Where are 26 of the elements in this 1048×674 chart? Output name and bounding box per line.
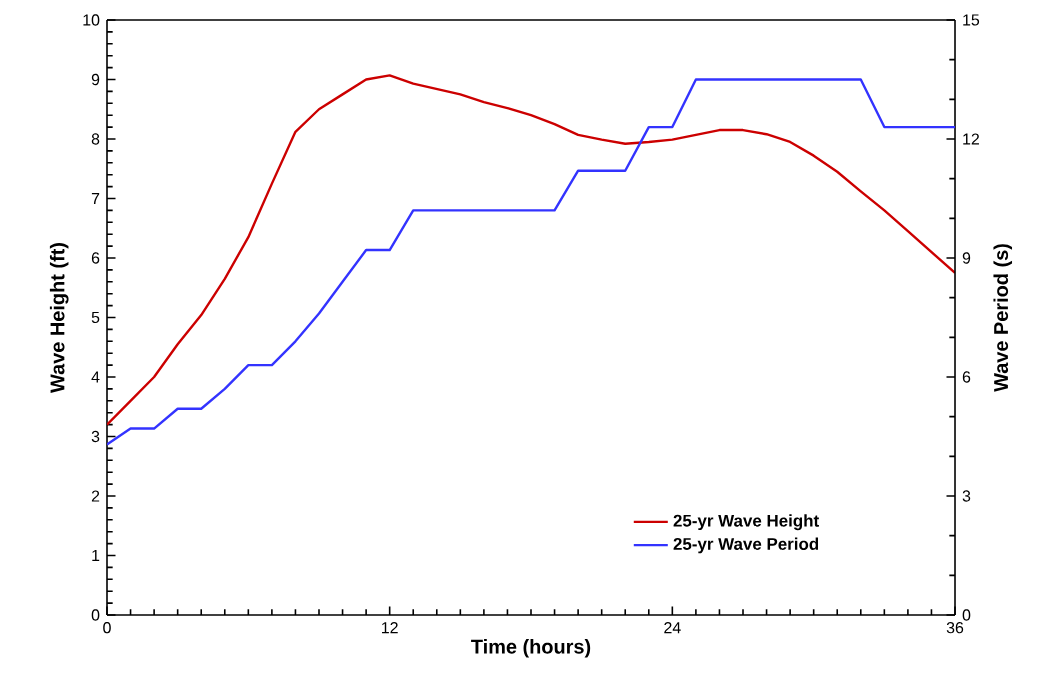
- y-tick-label: 9: [91, 73, 100, 86]
- y-tick-label: 8: [91, 133, 100, 145]
- y2-tick-label: 3: [962, 490, 971, 502]
- x-axis-title: Time (hours): [471, 639, 591, 658]
- legend-label: 25-yr Wave Period: [673, 537, 819, 554]
- y2-tick-label: 12: [963, 133, 979, 145]
- y-tick-label: 2: [91, 490, 100, 502]
- y2-tick-label: 15: [963, 14, 980, 26]
- y-tick-label: 1: [92, 550, 100, 561]
- x-tick-label: 12: [382, 622, 398, 634]
- y-tick-label: 4: [91, 371, 100, 383]
- legend-label: 25-yr Wave Height: [673, 514, 819, 531]
- y-tick-label: 0: [91, 609, 100, 621]
- x-tick-label: 36: [946, 622, 964, 634]
- y-tick-label: 7: [91, 193, 100, 204]
- y2-axis-title: Wave Period (s): [993, 244, 1013, 392]
- y-tick-label: 3: [91, 430, 100, 443]
- y-axis-title: Wave Height (ft): [49, 243, 69, 393]
- y-tick-label: 5: [91, 311, 100, 324]
- x-tick-label: 0: [103, 622, 111, 634]
- y2-tick-label: 6: [962, 371, 971, 383]
- y2-tick-label: 9: [962, 252, 971, 264]
- y-tick-label: 6: [91, 252, 100, 264]
- y-tick-label: 10: [83, 14, 100, 26]
- y2-tick-label: 0: [962, 609, 971, 621]
- x-tick-label: 24: [664, 622, 681, 634]
